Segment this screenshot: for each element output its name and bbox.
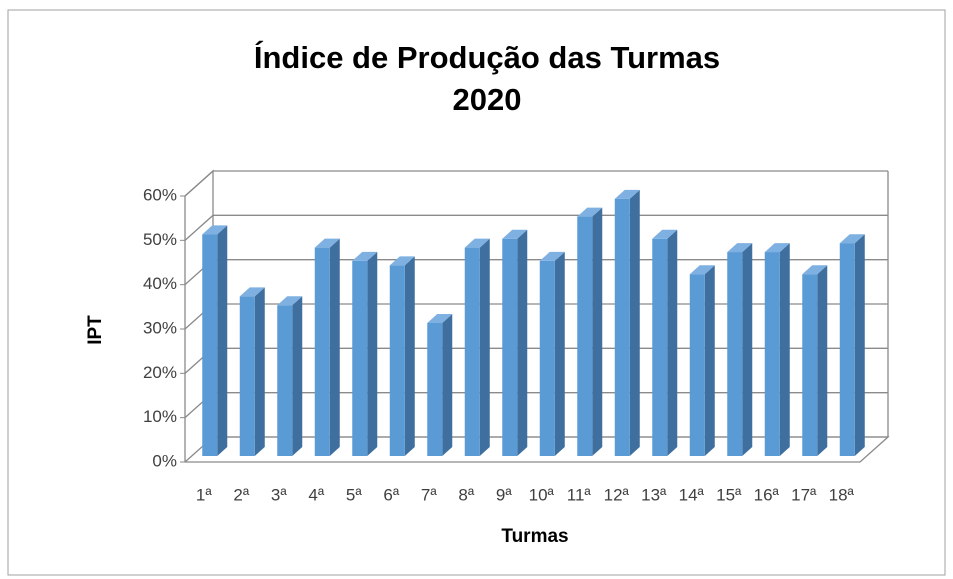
bar-side — [292, 296, 303, 456]
bar-top — [577, 207, 603, 217]
y-tick-label: 0% — [152, 451, 177, 470]
bar — [614, 198, 630, 456]
y-tick-label: 50% — [143, 230, 177, 249]
y-tick-label: 40% — [143, 274, 177, 293]
bar — [277, 305, 293, 456]
bar — [502, 238, 518, 456]
x-tick-label: 8ª — [458, 485, 474, 504]
y-tick-label: 20% — [143, 363, 177, 382]
bar-top — [314, 238, 340, 248]
x-tick-label: 1ª — [196, 485, 212, 504]
x-tick-label: 15ª — [716, 485, 742, 504]
chart-title: Índice de Produção das Turmas — [254, 40, 720, 75]
bar-top — [502, 229, 528, 239]
bar — [427, 323, 443, 456]
chart-subtitle: 2020 — [453, 82, 522, 117]
x-tick-label: 17ª — [791, 485, 817, 504]
grid-line — [184, 170, 888, 197]
x-tick-label: 13ª — [641, 485, 667, 504]
bar-top — [727, 243, 753, 253]
y-tick-label: 60% — [143, 185, 177, 204]
bar-side — [217, 225, 228, 456]
bar-side — [779, 243, 790, 456]
bar — [314, 247, 330, 456]
bar-side — [367, 251, 378, 456]
x-axis-label: Turmas — [501, 526, 568, 547]
bar-top — [802, 265, 828, 275]
bar-side — [742, 243, 753, 456]
bar — [652, 238, 668, 456]
grid-line — [184, 214, 888, 241]
x-tick-label: 14ª — [679, 485, 705, 504]
x-tick-label: 4ª — [308, 485, 324, 504]
bar-side — [517, 229, 528, 456]
bar — [539, 260, 555, 456]
bar-top — [689, 265, 715, 275]
bar-side — [554, 251, 565, 456]
x-tick-label: 16ª — [754, 485, 780, 504]
bar-top — [239, 287, 265, 297]
bar-side — [479, 238, 490, 456]
bar-top — [614, 189, 640, 199]
bar-top — [352, 251, 378, 261]
bar-side — [254, 287, 265, 456]
x-tick-label: 12ª — [604, 485, 630, 504]
bar-side — [442, 314, 453, 456]
bar-side — [329, 238, 340, 456]
bar — [689, 274, 705, 456]
x-tick-label: 3ª — [271, 485, 287, 504]
bar — [352, 260, 368, 456]
bar — [802, 274, 818, 456]
y-axis-label: IPT — [85, 315, 106, 345]
bar — [577, 216, 593, 456]
x-tick-label: 18ª — [829, 485, 855, 504]
x-tick-label: 11ª — [567, 485, 592, 504]
y-tick-label: 10% — [143, 407, 177, 426]
bar-side — [667, 229, 678, 456]
bar-side — [404, 256, 415, 456]
bar-side — [817, 265, 828, 456]
bar-side — [592, 207, 603, 456]
bar-top — [389, 256, 415, 266]
bar-top — [464, 238, 490, 248]
bar-top — [277, 296, 303, 306]
x-tick-label: 2ª — [233, 485, 249, 504]
x-tick-label: 10ª — [529, 485, 555, 504]
x-tick-label: 7ª — [421, 485, 437, 504]
bar — [464, 247, 480, 456]
bar-top — [427, 314, 453, 323]
bar — [764, 252, 780, 456]
bar — [239, 296, 255, 456]
bar — [839, 243, 855, 456]
bar-top — [539, 251, 565, 261]
y-tick-label: 30% — [143, 318, 177, 337]
x-tick-label: 6ª — [383, 485, 399, 504]
x-tick-label: 9ª — [496, 485, 512, 504]
bar-side — [854, 234, 865, 456]
bar-side — [629, 189, 640, 456]
bar — [727, 252, 743, 456]
x-tick-label: 5ª — [346, 485, 362, 504]
bar-top — [839, 234, 865, 244]
bar-top — [652, 229, 678, 239]
bar-top — [764, 243, 790, 253]
bar — [202, 234, 218, 456]
bar-side — [704, 265, 715, 456]
bar-top — [202, 225, 228, 235]
bar — [389, 265, 405, 456]
